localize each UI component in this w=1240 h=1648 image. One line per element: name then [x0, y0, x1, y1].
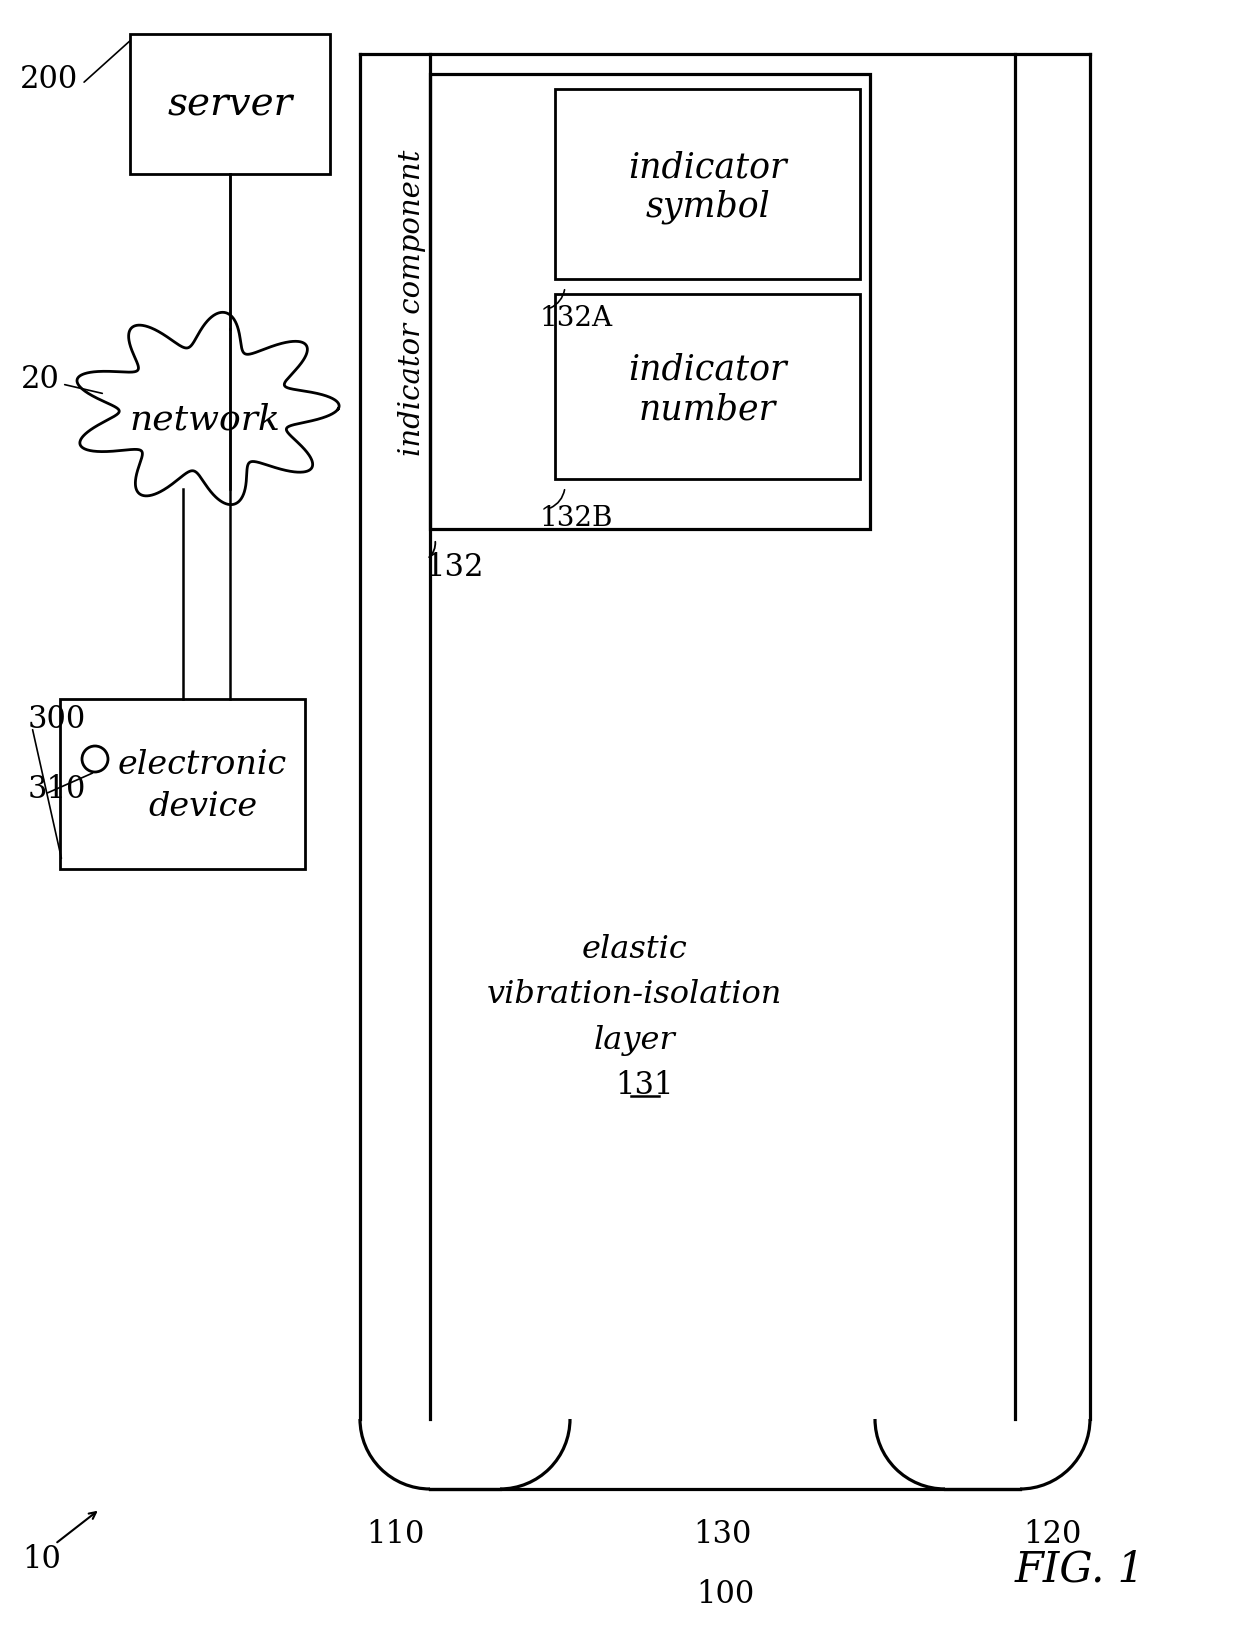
Bar: [430, 74, 870, 529]
Text: 200: 200: [20, 64, 78, 96]
Text: 132A: 132A: [539, 305, 613, 331]
Bar: [60, 699, 305, 870]
Polygon shape: [77, 313, 339, 506]
Text: vibration-isolation: vibration-isolation: [487, 979, 782, 1010]
Text: network: network: [129, 402, 280, 437]
Text: symbol: symbol: [645, 190, 770, 224]
Bar: [556, 295, 861, 480]
Text: 130: 130: [693, 1518, 751, 1549]
Text: indicator: indicator: [629, 150, 787, 185]
Text: electronic: electronic: [118, 748, 288, 781]
Text: number: number: [639, 392, 776, 427]
Bar: [130, 35, 330, 175]
Text: elastic: elastic: [582, 934, 688, 966]
Text: FIG. 1: FIG. 1: [1014, 1547, 1145, 1590]
Text: device: device: [148, 791, 257, 822]
Text: 20: 20: [21, 364, 60, 396]
Text: 132: 132: [425, 552, 484, 583]
Bar: [556, 91, 861, 280]
Text: 131: 131: [615, 1070, 675, 1099]
Text: indicator: indicator: [629, 353, 787, 386]
Text: 100: 100: [696, 1579, 754, 1610]
Text: 300: 300: [29, 704, 87, 735]
Text: 120: 120: [1023, 1518, 1081, 1549]
Text: server: server: [167, 86, 293, 124]
Text: 110: 110: [366, 1518, 424, 1549]
Text: layer: layer: [594, 1023, 676, 1055]
Text: indicator component: indicator component: [398, 150, 427, 455]
Text: 132B: 132B: [539, 504, 614, 531]
Text: 310: 310: [29, 775, 87, 804]
Text: 10: 10: [22, 1544, 62, 1574]
